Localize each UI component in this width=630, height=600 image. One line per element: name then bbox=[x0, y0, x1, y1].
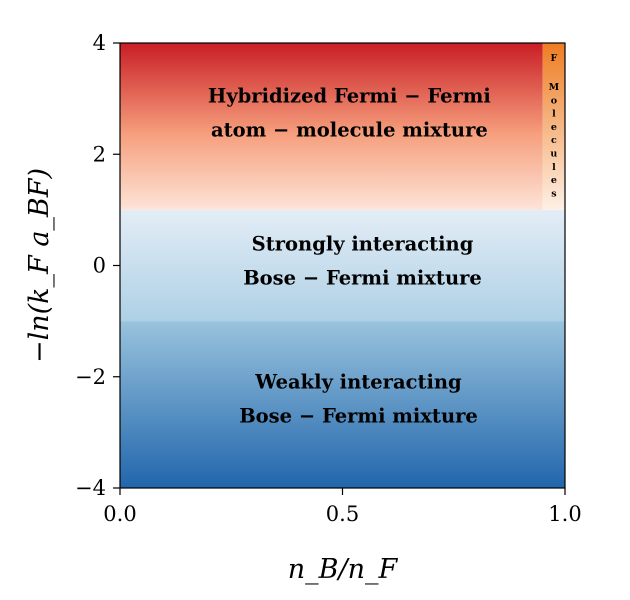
region-label-line: Strongly interacting bbox=[252, 233, 474, 256]
y-tick-label: 0 bbox=[93, 254, 106, 278]
region-label-line: Bose − Fermi mixture bbox=[243, 267, 482, 290]
y-tick-label: −4 bbox=[75, 476, 106, 500]
x-tick-label: 0.0 bbox=[103, 502, 136, 526]
region-label-line: atom − molecule mixture bbox=[211, 118, 488, 141]
side-region-vertical-letter: l bbox=[552, 109, 556, 120]
side-region-top-label: F bbox=[551, 53, 558, 64]
region-atom-molecule-mixture bbox=[120, 43, 543, 210]
side-region-vertical-letter: s bbox=[551, 188, 556, 199]
y-tick-label: 4 bbox=[93, 31, 106, 55]
x-axis-label: n_B/n_F bbox=[288, 554, 399, 585]
side-region-vertical-letter: l bbox=[552, 162, 556, 173]
side-region-vertical-letter: e bbox=[551, 175, 557, 186]
y-tick-label: −2 bbox=[75, 365, 106, 389]
region-strongly-interacting bbox=[120, 209, 565, 322]
region-label-line: Hybridized Fermi − Fermi bbox=[208, 84, 491, 107]
side-region-vertical-letter: e bbox=[551, 122, 557, 133]
side-region-vertical-letter: M bbox=[549, 82, 560, 93]
region-label-line: Bose − Fermi mixture bbox=[239, 405, 478, 428]
region-label-line: Weakly interacting bbox=[254, 371, 462, 394]
region-weakly-interacting bbox=[120, 321, 565, 488]
side-region-vertical-letter: u bbox=[550, 149, 557, 160]
side-region-vertical-letter: o bbox=[551, 95, 557, 106]
side-region-vertical-letter: c bbox=[551, 135, 557, 146]
x-tick-label: 0.5 bbox=[326, 502, 359, 526]
region-f-molecules bbox=[542, 43, 565, 210]
y-tick-label: 2 bbox=[93, 142, 106, 166]
y-axis: −4 −2 0 2 4 bbox=[75, 31, 120, 500]
x-tick-label: 1.0 bbox=[548, 502, 581, 526]
x-axis: 0.0 0.5 1.0 bbox=[103, 488, 582, 526]
y-axis-label: −ln(k_F a_BF) bbox=[24, 168, 55, 363]
